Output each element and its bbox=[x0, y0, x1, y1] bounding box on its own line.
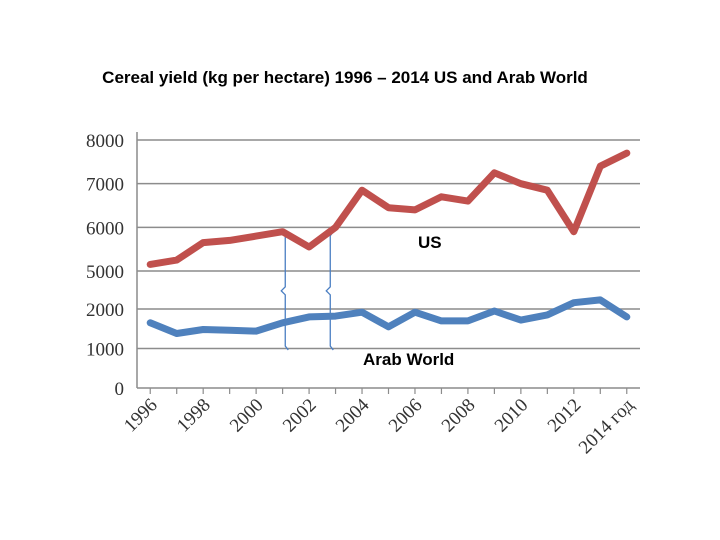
x-tick-label: 2008 bbox=[438, 395, 480, 437]
x-tick-label: 2010 bbox=[491, 395, 533, 437]
x-tick-label: 2006 bbox=[385, 395, 427, 437]
x-tick-label: 1996 bbox=[120, 395, 162, 437]
x-tick-label: 2004 bbox=[332, 394, 374, 436]
series-label-us: US bbox=[418, 233, 442, 252]
brace-annotation bbox=[280, 231, 289, 351]
x-tick-label: 2012 bbox=[544, 395, 586, 437]
x-tick-label: 1998 bbox=[173, 395, 215, 437]
y-tick-label: 8000 bbox=[86, 131, 124, 152]
y-tick-label: 5000 bbox=[86, 262, 124, 283]
x-tick-label: 2014 год bbox=[575, 394, 639, 458]
y-tick-label: 2000 bbox=[86, 300, 124, 321]
y-tick-label: 0 bbox=[115, 379, 125, 400]
y-tick-label: 6000 bbox=[86, 218, 124, 239]
series-line-us bbox=[146, 149, 631, 268]
x-tick-label: 2000 bbox=[226, 395, 268, 437]
brace-annotation bbox=[325, 231, 334, 351]
y-tick-label: 7000 bbox=[86, 175, 124, 196]
series-line-arab-world bbox=[146, 296, 631, 337]
y-tick-label: 1000 bbox=[86, 340, 124, 361]
chart-title: Cereal yield (kg per hectare) 1996 – 201… bbox=[102, 68, 588, 87]
x-tick-label: 2002 bbox=[279, 395, 321, 437]
series-label-arab-world: Arab World bbox=[363, 350, 454, 369]
